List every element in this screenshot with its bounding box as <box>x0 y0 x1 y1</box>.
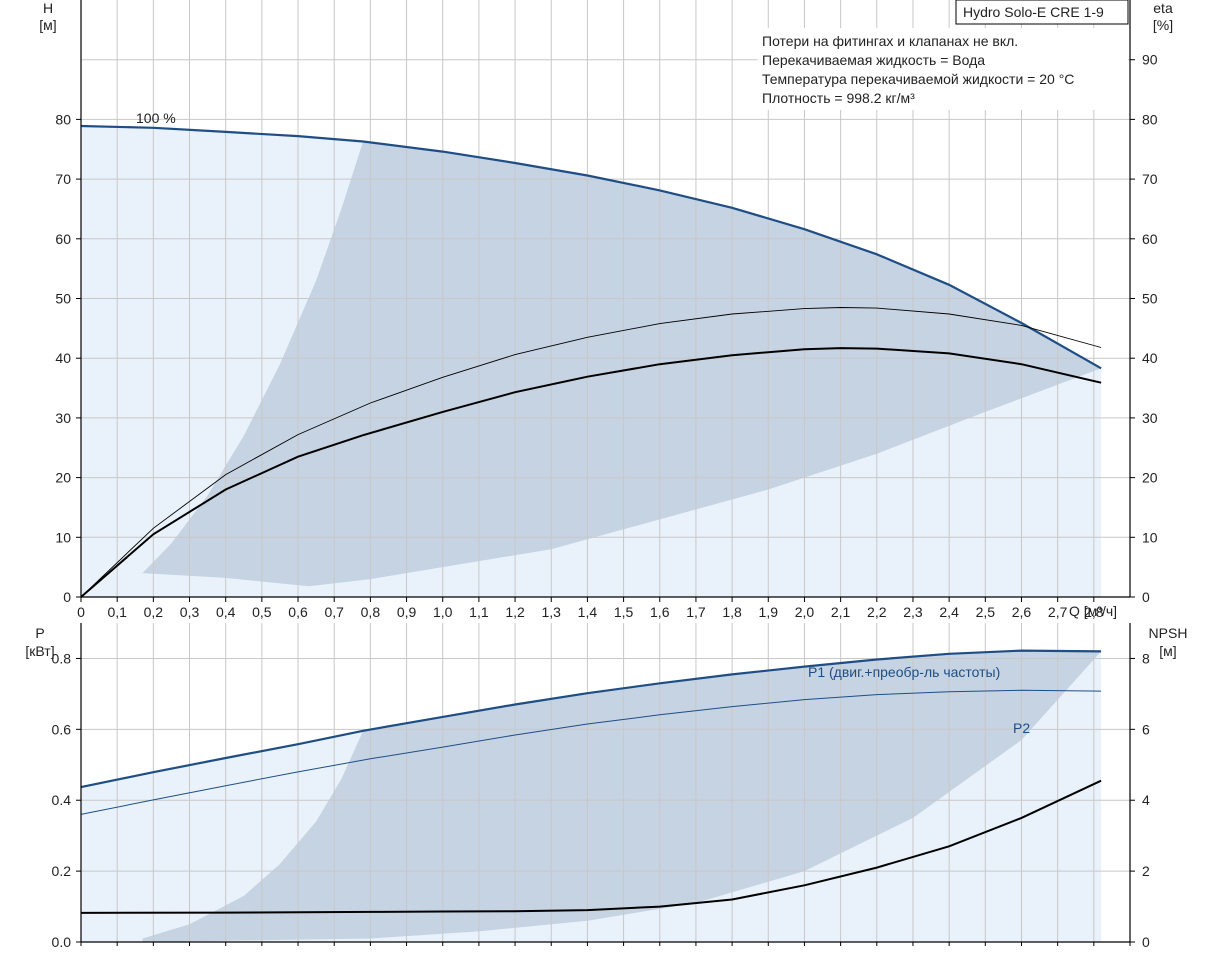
series-line-eta-motor <box>80 347 1102 598</box>
right-tick-label: 2 <box>1142 863 1150 879</box>
note-fittings: Потери на фитингах и клапанах не вкл. <box>762 33 1018 49</box>
right-tick-label: 90 <box>1142 52 1158 68</box>
x-tick-label: 1,9 <box>759 604 779 620</box>
right-tick-label: 40 <box>1142 350 1158 366</box>
x-tick-label: 0,8 <box>361 604 381 620</box>
right-tick-label: 20 <box>1142 470 1158 486</box>
left-tick-label: 70 <box>55 171 71 187</box>
npsh-axis-unit: [м] <box>1159 643 1176 659</box>
left-tick-label: 20 <box>55 470 71 486</box>
left-tick-label: 0.4 <box>52 792 72 808</box>
series-line-eta-pump <box>80 307 1102 598</box>
x-tick-label: 0,7 <box>324 604 344 620</box>
series-line-p2 <box>80 689 1102 815</box>
right-tick-label: 50 <box>1142 291 1158 307</box>
x-tick-label: 2,1 <box>831 604 851 620</box>
right-tick-label: 70 <box>1142 171 1158 187</box>
x-tick-label: 1,7 <box>686 604 706 620</box>
x-tick-label: 1,5 <box>614 604 634 620</box>
operating-range-envelope <box>142 141 1102 587</box>
left-tick-label: 10 <box>55 529 71 545</box>
speed-label: 100 % <box>136 110 176 126</box>
x-tick-label: 2,0 <box>795 604 815 620</box>
right-tick-label: 4 <box>1142 792 1150 808</box>
operating-range-envelope <box>142 650 1102 942</box>
left-tick-label: 30 <box>55 410 71 426</box>
series-line-p1 <box>80 649 1102 789</box>
p2-series-label: P2 <box>1013 720 1030 736</box>
p-axis-unit: [кВт] <box>25 643 54 659</box>
note-liquid: Перекачиваемая жидкость = Вода <box>762 52 985 68</box>
right-tick-label: 6 <box>1142 721 1150 737</box>
x-tick-label: 2,5 <box>976 604 996 620</box>
left-tick-label: 0.8 <box>52 650 72 666</box>
eta-axis-label: eta <box>1153 0 1173 16</box>
x-tick-label: 1,3 <box>542 604 562 620</box>
head-efficiency-panel: 0 10 20 30 40 50 60 70 80 0 10 20 30 40 50 60 70 80 90 0 0,1… <box>55 0 1158 620</box>
x-tick-label: 0,2 <box>144 604 164 620</box>
eta-axis-unit: [%] <box>1153 17 1173 33</box>
x-tick-label: 0,3 <box>180 604 200 620</box>
x-tick-label: 0,1 <box>107 604 127 620</box>
h-axis-label: H <box>43 0 53 16</box>
left-tick-label: 0.0 <box>52 934 72 950</box>
x-tick-label: 1,6 <box>650 604 670 620</box>
x-tick-label: 1,8 <box>722 604 742 620</box>
x-tick-label: 0,5 <box>252 604 272 620</box>
p1-series-label: P1 (двиг.+преобр-ль частоты) <box>808 664 1000 680</box>
left-tick-label: 0.6 <box>52 721 72 737</box>
note-temperature: Температура перекачиваемой жидкости = 20… <box>762 71 1074 87</box>
x-tick-label: 1,1 <box>469 604 489 620</box>
right-tick-label: 0 <box>1142 934 1150 950</box>
x-tick-label: 2,2 <box>867 604 887 620</box>
x-tick-label: 0,9 <box>397 604 417 620</box>
q-axis-label: Q [м³/ч] <box>1069 603 1117 619</box>
x-tick-label: 0,4 <box>216 604 236 620</box>
left-tick-label: 40 <box>55 350 71 366</box>
x-tick-label: 2,6 <box>1012 604 1032 620</box>
p-axis-label: P <box>35 625 44 641</box>
power-npsh-panel: 0.0 0.2 0.4 0.6 0.8 0 2 4 6 8 <box>52 623 1150 950</box>
left-tick-label: 80 <box>55 111 71 127</box>
x-tick-label: 0,6 <box>288 604 308 620</box>
notes-background <box>758 28 1128 110</box>
x-tick-label: 1,0 <box>433 604 453 620</box>
x-tick-label: 2,4 <box>939 604 959 620</box>
left-tick-label: 0.2 <box>52 863 72 879</box>
title-box <box>955 0 1129 25</box>
right-tick-label: 10 <box>1142 529 1158 545</box>
x-tick-label: 1,2 <box>505 604 525 620</box>
h-axis-unit: [м] <box>39 17 56 33</box>
x-tick-label: 0 <box>77 604 85 620</box>
note-density: Плотность = 998.2 кг/м³ <box>762 90 915 106</box>
left-tick-label: 0 <box>63 589 71 605</box>
npsh-axis-label: NPSH <box>1149 625 1188 641</box>
right-tick-label: 80 <box>1142 111 1158 127</box>
x-tick-label: 2,7 <box>1048 604 1068 620</box>
right-tick-label: 60 <box>1142 231 1158 247</box>
x-tick-label: 2,8 <box>1084 604 1104 620</box>
left-tick-label: 50 <box>55 291 71 307</box>
left-tick-label: 60 <box>55 231 71 247</box>
x-tick-label: 1,4 <box>578 604 598 620</box>
right-tick-label: 8 <box>1142 650 1150 666</box>
series-line-h <box>80 124 1102 370</box>
series-line-npsh <box>80 779 1102 914</box>
x-tick-label: 2,3 <box>903 604 923 620</box>
right-tick-label: 30 <box>1142 410 1158 426</box>
chart-title: Hydro Solo-E CRE 1-9 <box>963 4 1104 20</box>
right-tick-label: 0 <box>1142 589 1150 605</box>
